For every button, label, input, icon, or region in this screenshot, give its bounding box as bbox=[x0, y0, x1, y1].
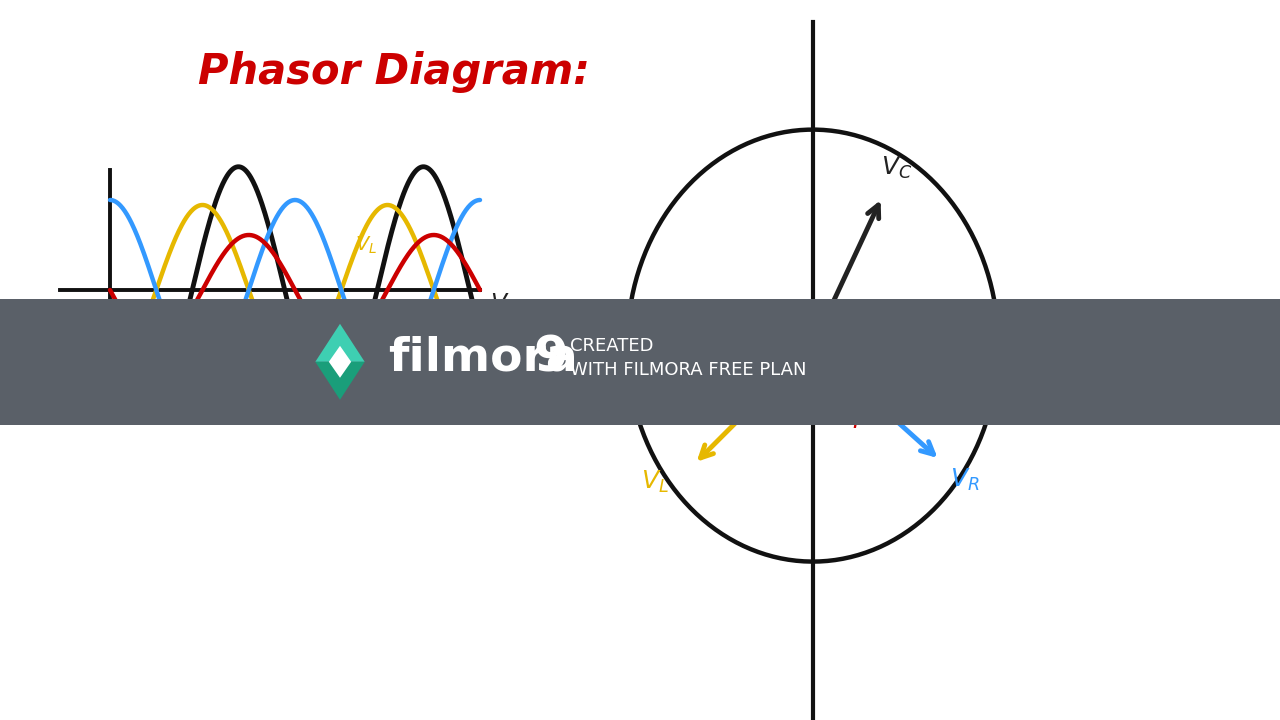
Text: CREATED: CREATED bbox=[570, 337, 654, 355]
Text: $I$: $I$ bbox=[415, 345, 422, 365]
Text: 9: 9 bbox=[532, 334, 568, 382]
Text: $V_C$: $V_C$ bbox=[881, 155, 913, 181]
Text: filmora: filmora bbox=[388, 336, 577, 380]
Text: $V_R$: $V_R$ bbox=[404, 373, 430, 397]
Text: WITH FILMORA FREE PLAN: WITH FILMORA FREE PLAN bbox=[570, 361, 806, 379]
Polygon shape bbox=[315, 361, 365, 400]
Polygon shape bbox=[315, 324, 365, 361]
Text: $I$: $I$ bbox=[852, 409, 860, 433]
Text: Phasor Diagram:: Phasor Diagram: bbox=[198, 51, 590, 93]
Bar bbox=[0, 299, 1280, 425]
Text: $V_L$: $V_L$ bbox=[355, 234, 378, 256]
Text: $V_C$: $V_C$ bbox=[490, 292, 520, 318]
Polygon shape bbox=[329, 346, 351, 378]
Text: $V_L$: $V_L$ bbox=[641, 469, 668, 495]
Text: $V_R$: $V_R$ bbox=[950, 467, 979, 493]
